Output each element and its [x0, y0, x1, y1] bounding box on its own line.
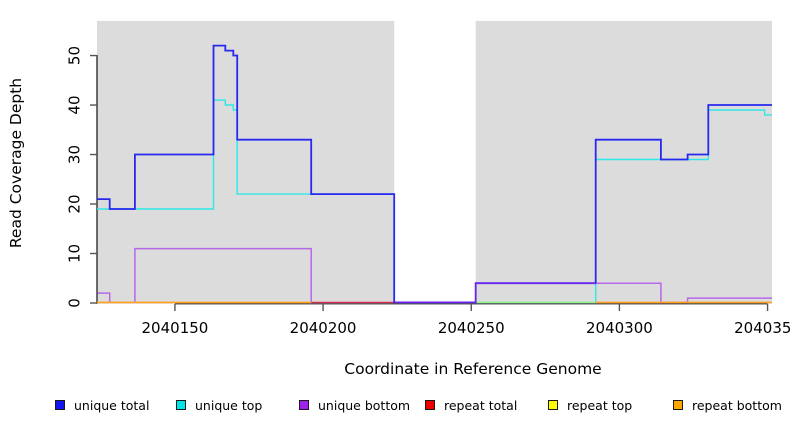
legend-swatch-icon	[176, 400, 186, 410]
shaded-region	[475, 20, 772, 304]
legend-label: repeat total	[444, 397, 518, 413]
legend-item-repeat-bottom: repeat bottom	[673, 396, 782, 414]
y-axis-title: Read Coverage Depth	[7, 58, 25, 268]
plot-legend: unique total unique top unique bottom repea…	[0, 396, 792, 416]
legend-label: unique total	[74, 397, 150, 413]
legend-swatch-icon	[55, 400, 65, 410]
series-line-unique-bottom	[394, 282, 772, 304]
x-axis-title: Coordinate in Reference Genome	[0, 360, 792, 378]
legend-item-repeat-total: repeat total	[425, 396, 517, 414]
legend-item-repeat-top: repeat top	[548, 396, 632, 414]
legend-label: repeat top	[567, 397, 633, 413]
series-line-unique-bottom	[97, 292, 111, 303]
legend-swatch-icon	[425, 400, 435, 410]
series-line-unique-total	[97, 44, 772, 304]
y-tick-label: 0	[66, 298, 84, 308]
x-tick-label: 2040300	[586, 319, 653, 337]
legend-swatch-icon	[548, 400, 558, 410]
legend-item-unique-total: unique total	[55, 396, 149, 414]
y-tick-label: 20	[66, 194, 84, 213]
x-tick-label: 2040200	[290, 319, 357, 337]
y-tick-label: 10	[66, 244, 84, 263]
x-tick-label: 2040150	[142, 319, 209, 337]
x-tick-label: 2040350	[734, 319, 792, 337]
x-axis-title-text: Coordinate in Reference Genome	[344, 360, 602, 378]
legend-swatch-icon	[299, 400, 309, 410]
y-tick-label: 50	[66, 46, 84, 65]
legend-label: unique top	[195, 397, 263, 413]
series-line-unique-bottom	[134, 247, 312, 303]
legend-label: repeat bottom	[692, 397, 782, 413]
y-tick-label: 40	[66, 95, 84, 114]
x-tick-label: 2040250	[438, 319, 505, 337]
shaded-region	[97, 20, 395, 304]
y-axis-title-text: Read Coverage Depth	[7, 77, 25, 249]
legend-item-unique-top: unique top	[176, 396, 262, 414]
legend-item-unique-bottom: unique bottom	[299, 396, 410, 414]
y-tick-label: 30	[66, 145, 84, 164]
legend-label: unique bottom	[318, 397, 411, 413]
legend-swatch-icon	[673, 400, 683, 410]
